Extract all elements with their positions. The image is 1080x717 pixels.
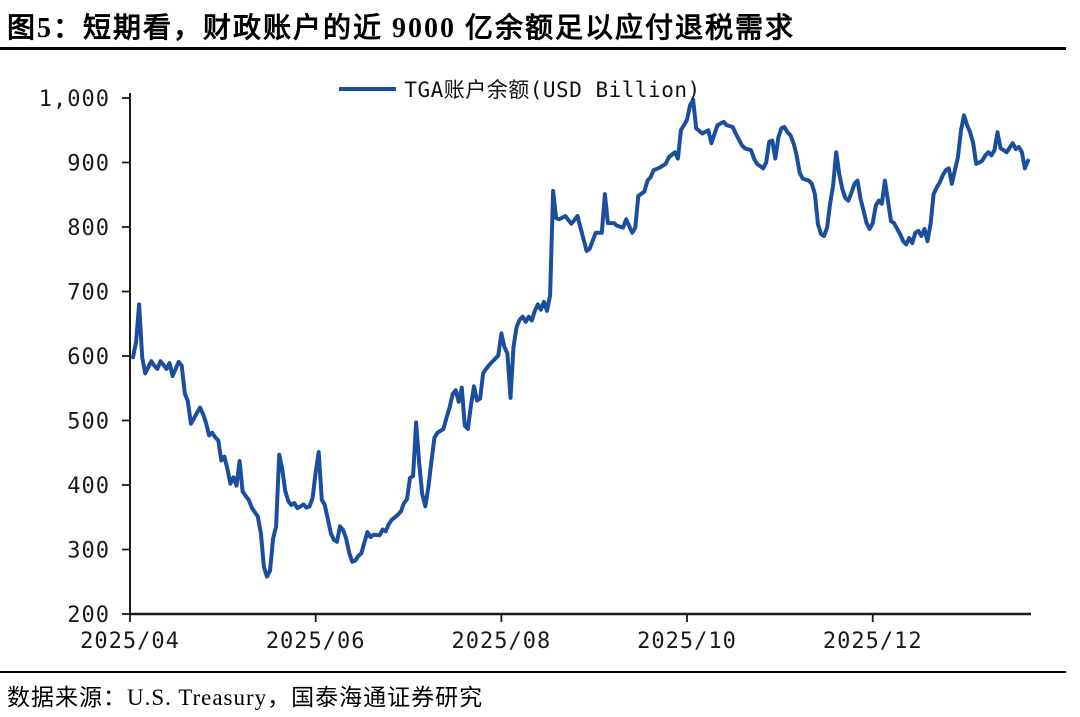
y-tick-label: 600 [67, 345, 110, 370]
legend-series-label: TGA账户余额(USD Billion) [404, 78, 701, 102]
tga-balance-series-line [131, 97, 1030, 579]
y-tick-label: 200 [67, 603, 110, 628]
figure-title: 图5：短期看，财政账户的近 9000 亿余额足以应付退税需求 [7, 13, 796, 44]
chart-legend: TGA账户余额(USD Billion) [0, 74, 1040, 104]
y-tick-label: 900 [67, 152, 110, 177]
y-tick-label: 400 [67, 474, 110, 499]
x-tick-label: 2025/10 [637, 629, 737, 654]
x-tick-label: 2025/04 [80, 629, 180, 654]
y-tick-label: 300 [67, 539, 110, 564]
y-tick-label: 700 [67, 281, 110, 306]
footer-divider-rule [0, 671, 1066, 673]
y-tick-label: 1,000 [39, 87, 110, 112]
y-tick-label: 500 [67, 410, 110, 435]
source-note: 数据来源：U.S. Treasury，国泰海通证券研究 [7, 685, 484, 710]
title-divider-rule [0, 47, 1066, 50]
x-tick-label: 2025/06 [266, 629, 366, 654]
y-tick-label: 800 [67, 216, 110, 241]
legend-line-swatch [339, 87, 397, 91]
x-tick-label: 2025/12 [823, 629, 923, 654]
x-tick-label: 2025/08 [451, 629, 551, 654]
